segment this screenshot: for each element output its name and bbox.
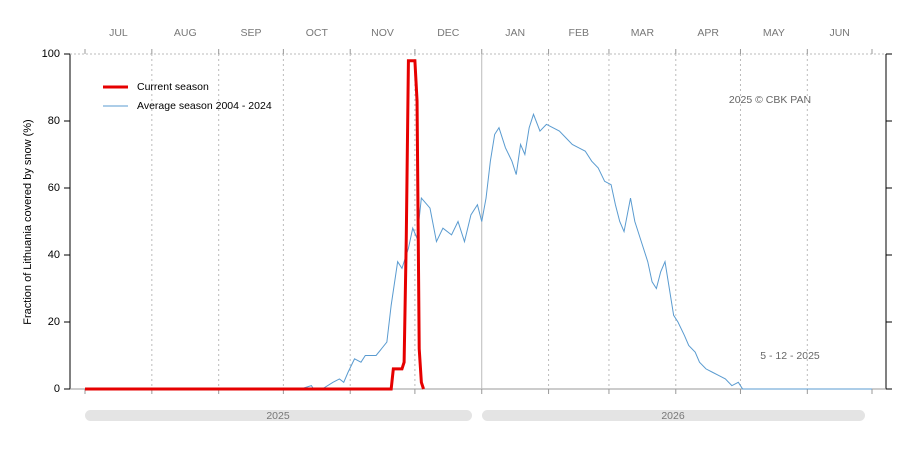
y-tick-label: 40 [48,249,60,261]
year-bar [85,410,472,421]
month-label: OCT [306,27,329,39]
year-label: 2025 [266,410,290,422]
month-label: FEB [569,27,589,39]
month-label: JAN [505,27,525,39]
month-label: NOV [371,27,394,39]
y-tick-label: 100 [42,48,60,60]
month-label: SEP [241,27,262,39]
legend-label: Current season [137,81,209,93]
month-label: MAY [763,27,785,39]
y-tick-label: 60 [48,182,60,194]
year-bar [482,410,865,421]
date-label: 5 - 12 - 2025 [760,350,820,362]
month-label: MAR [631,27,655,39]
annotation: 2025 © CBK PAN [729,94,811,106]
series-line [85,59,425,391]
series-line [85,112,872,390]
y-tick-label: 0 [54,383,60,395]
year-label: 2026 [661,410,685,422]
month-label: AUG [174,27,197,39]
y-axis-label: Fraction of Lithuania covered by snow (%… [22,119,34,324]
y-tick-label: 80 [48,115,60,127]
legend-label: Average season 2004 - 2024 [137,100,272,112]
month-label: JUN [829,27,849,39]
month-label: APR [697,27,719,39]
month-label: DEC [437,27,460,39]
y-tick-label: 20 [48,316,60,328]
month-label: JUL [109,27,128,39]
